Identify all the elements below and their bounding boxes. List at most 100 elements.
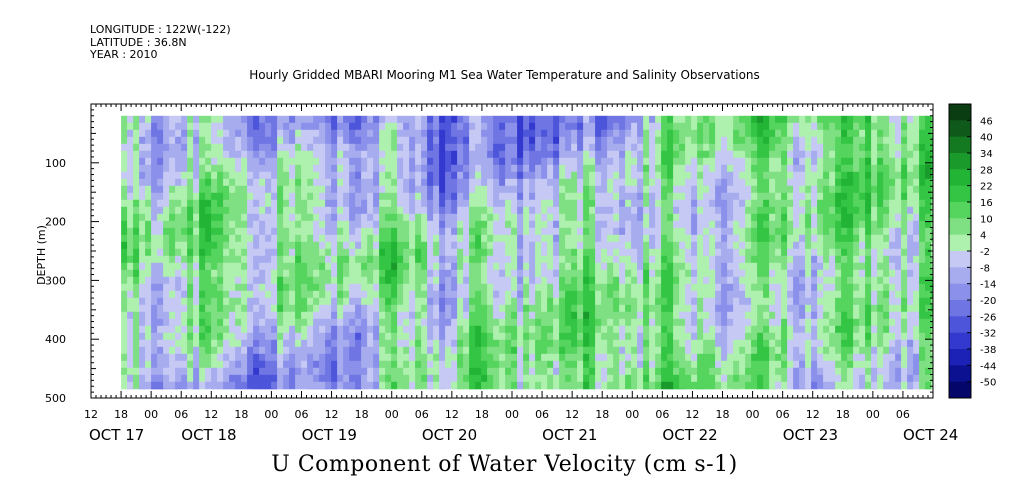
heatmap-cell — [451, 346, 458, 355]
heatmap-cell — [715, 241, 722, 250]
heatmap-cell — [799, 164, 806, 173]
heatmap-cell — [865, 339, 872, 348]
heatmap-cell — [553, 318, 560, 327]
heatmap-cell — [187, 367, 194, 376]
heatmap-cell — [541, 318, 548, 327]
heatmap-cell — [517, 311, 524, 320]
heatmap-cell — [391, 262, 398, 271]
heatmap-cell — [121, 353, 128, 362]
heatmap-cell — [409, 297, 416, 306]
heatmap-cell — [409, 311, 416, 320]
heatmap-cell — [781, 255, 788, 264]
heatmap-cell — [343, 318, 350, 327]
heatmap-cell — [463, 178, 470, 187]
heatmap-cell — [805, 206, 812, 215]
heatmap-cell — [673, 199, 680, 208]
heatmap-cell — [517, 276, 524, 285]
heatmap-cell — [223, 381, 230, 390]
heatmap-cell — [265, 213, 272, 222]
heatmap-cell — [283, 381, 290, 390]
heatmap-cell — [637, 213, 644, 222]
heatmap-cell — [691, 157, 698, 166]
heatmap-cell — [859, 185, 866, 194]
heatmap-cell — [757, 276, 764, 285]
heatmap-cell — [793, 332, 800, 341]
heatmap-cell — [709, 367, 716, 376]
heatmap-cell — [241, 283, 248, 292]
heatmap-cell — [385, 353, 392, 362]
heatmap-cell — [775, 234, 782, 243]
heatmap-cell — [649, 234, 656, 243]
heatmap-cell — [415, 262, 422, 271]
heatmap-cell — [829, 234, 836, 243]
heatmap-cell — [475, 150, 482, 159]
heatmap-cell — [235, 304, 242, 313]
heatmap-cell — [631, 353, 638, 362]
heatmap-cell — [715, 234, 722, 243]
heatmap-cell — [577, 332, 584, 341]
heatmap-cell — [331, 332, 338, 341]
heatmap-cell — [277, 255, 284, 264]
heatmap-cell — [253, 122, 260, 131]
heatmap-cell — [439, 178, 446, 187]
heatmap-cell — [667, 276, 674, 285]
heatmap-cell — [499, 353, 506, 362]
heatmap-cell — [709, 381, 716, 390]
heatmap-cell — [301, 339, 308, 348]
heatmap-cell — [835, 220, 842, 229]
heatmap-cell — [469, 227, 476, 236]
heatmap-cell — [853, 297, 860, 306]
heatmap-cell — [259, 283, 266, 292]
heatmap-cell — [439, 143, 446, 152]
heatmap-cell — [781, 206, 788, 215]
heatmap-cell — [631, 192, 638, 201]
heatmap-cell — [367, 360, 374, 369]
heatmap-cell — [637, 360, 644, 369]
heatmap-cell — [361, 164, 368, 173]
heatmap-cell — [307, 129, 314, 138]
heatmap-cell — [163, 150, 170, 159]
heatmap-cell — [781, 164, 788, 173]
heatmap-cell — [859, 241, 866, 250]
heatmap-cell — [253, 157, 260, 166]
heatmap-cell — [691, 262, 698, 271]
heatmap-cell — [241, 241, 248, 250]
heatmap-cell — [289, 234, 296, 243]
heatmap-cell — [733, 283, 740, 292]
heatmap-cell — [283, 318, 290, 327]
heatmap-cell — [817, 171, 824, 180]
heatmap-cell — [163, 206, 170, 215]
heatmap-cell — [709, 339, 716, 348]
heatmap-cell — [751, 178, 758, 187]
heatmap-cell — [331, 241, 338, 250]
heatmap-cell — [805, 381, 812, 390]
heatmap-cell — [259, 339, 266, 348]
heatmap-cell — [265, 290, 272, 299]
heatmap-cell — [775, 318, 782, 327]
heatmap-cell — [265, 304, 272, 313]
heatmap-cell — [625, 339, 632, 348]
heatmap-cell — [361, 241, 368, 250]
heatmap-cell — [511, 283, 518, 292]
heatmap-cell — [253, 283, 260, 292]
heatmap-cell — [775, 248, 782, 257]
heatmap-cell — [409, 185, 416, 194]
heatmap-cell — [517, 367, 524, 376]
heatmap-cell — [565, 122, 572, 131]
heatmap-cell — [535, 234, 542, 243]
heatmap-cell — [475, 290, 482, 299]
heatmap-cell — [211, 192, 218, 201]
heatmap-cell — [847, 276, 854, 285]
heatmap-cell — [505, 241, 512, 250]
heatmap-cell — [127, 276, 134, 285]
heatmap-cell — [697, 381, 704, 390]
heatmap-cell — [247, 262, 254, 271]
heatmap-cell — [733, 255, 740, 264]
heatmap-cell — [169, 213, 176, 222]
heatmap-cell — [499, 136, 506, 145]
heatmap-cell — [349, 192, 356, 201]
heatmap-cell — [751, 192, 758, 201]
heatmap-cell — [199, 276, 206, 285]
heatmap-cell — [793, 234, 800, 243]
heatmap-cell — [193, 192, 200, 201]
